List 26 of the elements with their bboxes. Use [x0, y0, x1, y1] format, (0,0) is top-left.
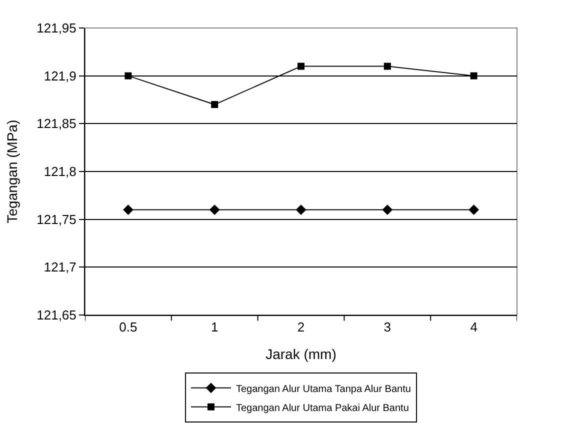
x-tick-label: 4 [470, 320, 478, 335]
point [123, 204, 134, 215]
point [296, 204, 306, 215]
y-tick-label: 121,65 [36, 308, 76, 323]
point [382, 204, 393, 215]
legend-label: Tegangan Alur Utama Tanpa Alur Bantu [236, 384, 411, 395]
legend-label: Tegangan Alur Utama Pakai Alur Bantu [236, 402, 409, 414]
y-tick-label: 121,7 [44, 260, 76, 275]
point [468, 204, 479, 215]
point [384, 62, 391, 70]
y-tick-label: 121,75 [36, 212, 76, 227]
point [124, 72, 132, 80]
x-tick-label: 2 [297, 320, 305, 335]
x-tick-label: 3 [384, 320, 392, 335]
y-tick-label: 121,8 [44, 164, 76, 180]
y-tick-label: 121,95 [36, 20, 76, 36]
x-axis-title: Jarak (mm) [266, 346, 336, 362]
point [209, 204, 220, 215]
point [211, 101, 218, 108]
x-tick-label: 0.5 [119, 320, 138, 335]
y-tick-label: 121,85 [36, 116, 76, 132]
point [470, 72, 478, 80]
point [298, 62, 304, 70]
y-axis-title: Tegangan (MPa) [4, 120, 20, 224]
x-tick-label: 1 [210, 320, 218, 335]
y-tick-label: 121,9 [44, 68, 76, 84]
